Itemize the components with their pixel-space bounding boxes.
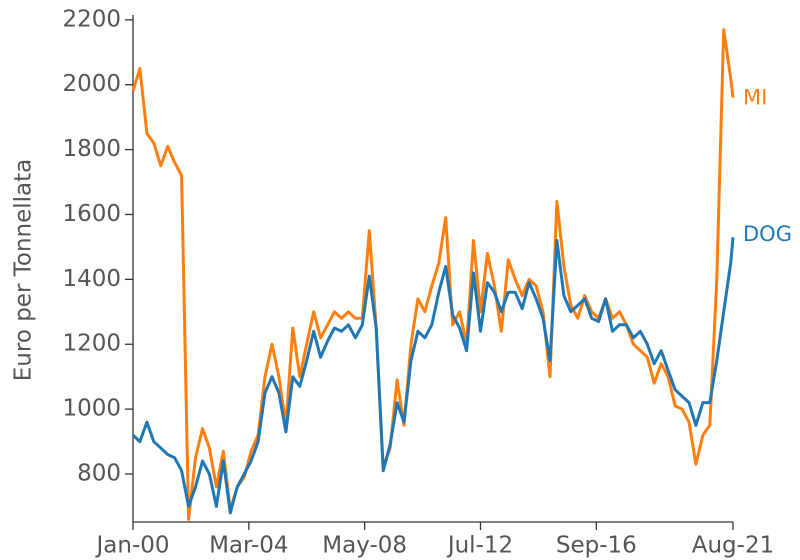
y-tick-label: 1600	[62, 201, 121, 227]
y-tick-label: 1200	[62, 331, 121, 357]
x-tick-label: Aug-21	[692, 533, 774, 559]
y-tick-label: 1800	[62, 136, 121, 162]
series-label: MI	[743, 86, 767, 110]
y-tick-label: 1400	[62, 266, 121, 292]
y-tick-label: 2000	[62, 71, 121, 97]
x-tick-label: May-08	[322, 533, 407, 559]
x-tick-label: Mar-04	[209, 533, 289, 559]
y-tick-label: 800	[77, 460, 121, 486]
y-tick-label: 2200	[62, 6, 121, 32]
series-line	[131, 237, 735, 515]
series-line	[131, 28, 735, 521]
series-label: DOG	[743, 222, 792, 246]
y-tick-label: 1000	[62, 396, 121, 422]
x-tick-label: Jan-00	[94, 533, 169, 559]
x-tick-label: Sep-16	[556, 533, 637, 559]
x-tick-label: Jul-12	[446, 533, 513, 559]
y-axis-title: Euro per Tonnellata	[11, 159, 37, 381]
